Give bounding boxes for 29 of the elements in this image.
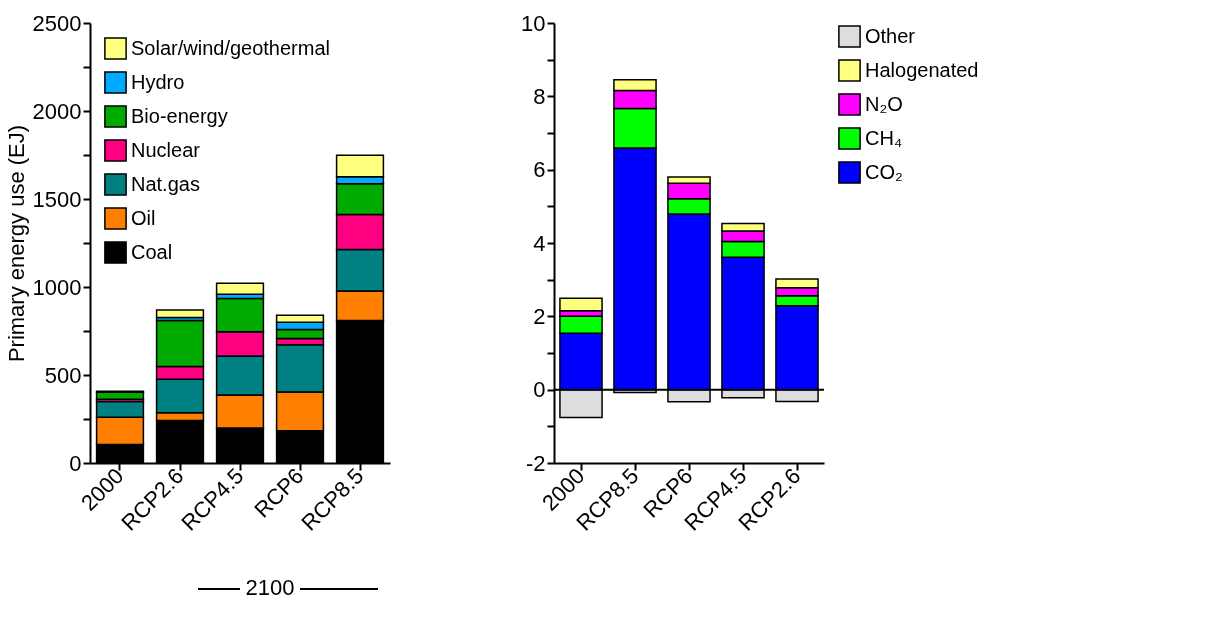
- y-tick-label: 10: [521, 10, 546, 36]
- y-tick-label: 4: [533, 230, 546, 256]
- legend-label: Coal: [131, 240, 173, 263]
- y-tick-label: 6: [533, 157, 546, 183]
- y-tick-label: 2500: [32, 10, 82, 36]
- bar: [215, 282, 265, 295]
- legend-label: Oil: [131, 206, 156, 229]
- legend-label: Hydro: [131, 70, 185, 93]
- y-tick-label: -2: [525, 450, 546, 476]
- legend-label: Nuclear: [131, 138, 201, 161]
- y-tick-label: 2: [533, 303, 546, 329]
- text: 2100: [245, 575, 295, 600]
- y-tick-label: 0: [533, 377, 546, 403]
- legend-label: Bio-energy: [131, 104, 228, 127]
- y-tick-label: 2000: [32, 98, 82, 124]
- y-tick-label: 1000: [32, 274, 82, 300]
- legend-label: CH₄: [865, 126, 903, 149]
- legend-label: Solar/wind/geothermal: [131, 36, 330, 59]
- y-axis-title: Primary energy use (EJ): [3, 124, 29, 363]
- legend-label: CO₂: [865, 160, 903, 183]
- legend-label: Halogenated: [865, 58, 979, 81]
- y-tick-label: 500: [44, 362, 82, 388]
- bar: [155, 309, 205, 319]
- legend-label: N₂O: [865, 92, 903, 115]
- y-tick-label: 1500: [32, 186, 82, 212]
- y-tick-label: 0: [69, 450, 82, 476]
- legend-label: Nat.gas: [131, 172, 200, 195]
- y-tick-label: 8: [533, 83, 546, 109]
- legend-label: Other: [865, 24, 916, 47]
